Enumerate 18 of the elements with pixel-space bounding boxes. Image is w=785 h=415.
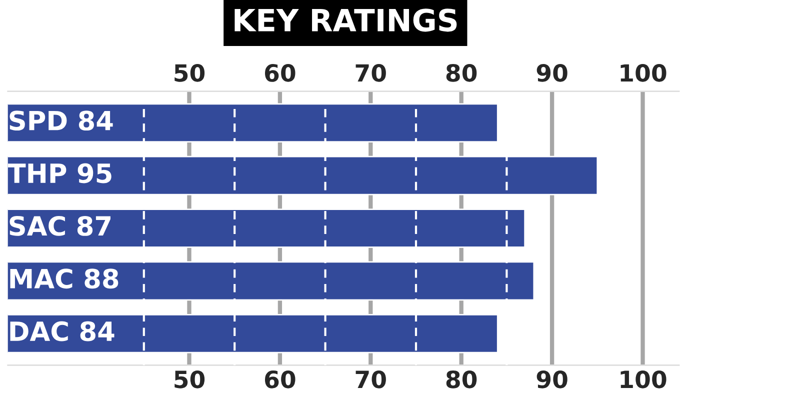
x-tick-label: 50 bbox=[174, 64, 205, 82]
x-tick-label: 100 bbox=[620, 64, 666, 82]
x2-tick-label: 90 bbox=[536, 370, 568, 388]
x-tick-label: 60 bbox=[264, 64, 296, 82]
x-tick-label: 80 bbox=[446, 64, 477, 82]
chart-title: KEY RATINGS bbox=[234, 8, 457, 32]
x2-tick-label: 60 bbox=[264, 370, 296, 388]
x2-tick-label: 100 bbox=[620, 370, 666, 388]
y-tick-label: DAC 84 bbox=[10, 321, 114, 342]
x-tick-label: 70 bbox=[356, 64, 386, 82]
x-tick-label: 90 bbox=[536, 64, 568, 82]
x2-tick-label: 50 bbox=[174, 370, 205, 388]
y-tick-label: THP 95 bbox=[8, 163, 112, 184]
y-tick-label: SPD 84 bbox=[10, 110, 113, 131]
y-tick-label: SAC 87 bbox=[10, 216, 110, 236]
x2-tick-label: 80 bbox=[446, 370, 477, 388]
y-tick-label: MAC 88 bbox=[10, 268, 118, 289]
x2-tick-label: 70 bbox=[356, 370, 386, 388]
